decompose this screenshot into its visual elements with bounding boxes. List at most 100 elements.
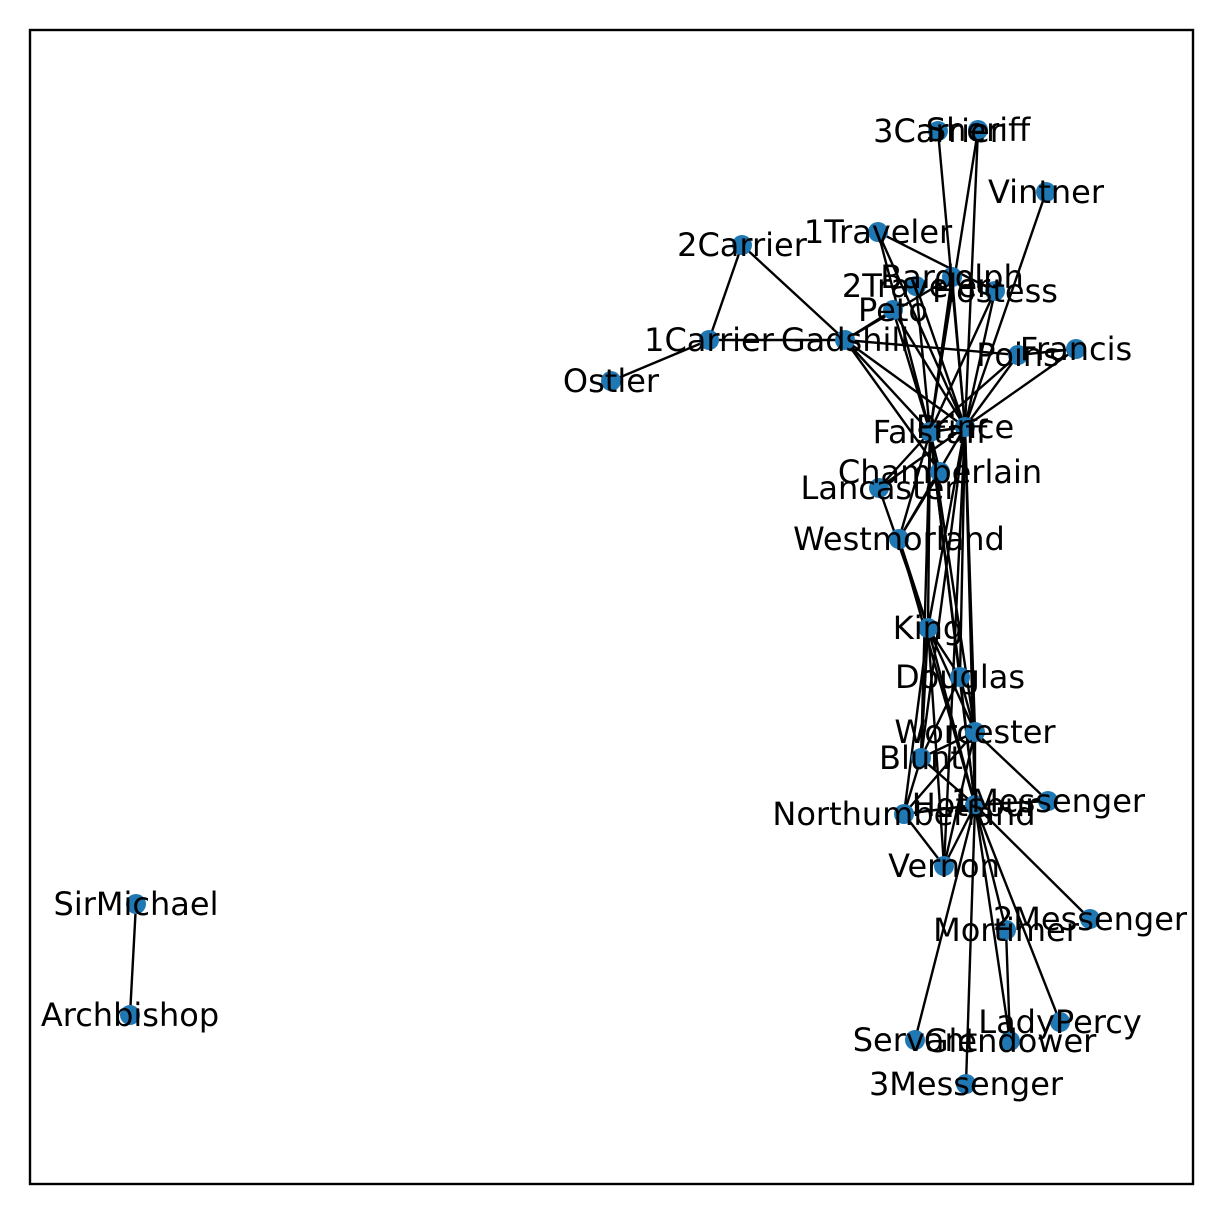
- node-label-vintner: Vintner: [988, 173, 1105, 211]
- edge-prince-vernon: [942, 426, 967, 867]
- node-ladypercy: [1050, 1012, 1070, 1032]
- node-label-servant: Servant: [853, 1021, 978, 1059]
- edge-2carrier-1carrier: [707, 244, 744, 341]
- edge-mortimer-glendower: [1004, 929, 1012, 1042]
- edge-westmorland-chamberlain: [897, 471, 942, 540]
- node-poins: [1008, 345, 1028, 365]
- node-label-archbishop: Archbishop: [41, 996, 219, 1034]
- edge-prince-poins: [964, 354, 1019, 428]
- node-1carrier: [699, 330, 719, 350]
- edge-prince-king: [926, 426, 967, 629]
- node-label-1traveler: 1Traveler: [804, 213, 953, 251]
- node-vernon: [934, 856, 954, 876]
- edge-hotspur-2messenger: [974, 804, 1091, 920]
- node-label-1messenger: 1Messenger: [951, 782, 1146, 820]
- edge-falstaff-bardolph: [928, 276, 954, 433]
- edge-douglas-blunt: [919, 676, 962, 759]
- edge-king-northumberland: [902, 627, 930, 815]
- node-gadshill: [835, 330, 855, 350]
- node-label-3carrier: 3Carrier: [873, 112, 1004, 150]
- edge-falstaff-hostess: [928, 290, 997, 433]
- edge-francis-prince: [964, 348, 1077, 428]
- node-label-gadshill: Gadshill: [781, 321, 909, 359]
- node-label-northumberland: Northumberland: [772, 795, 1035, 833]
- node-blunt: [911, 748, 931, 768]
- edge-hotspur-servant: [913, 804, 977, 1041]
- edge-2carrier-gadshill: [741, 244, 846, 341]
- node-prince: [955, 417, 975, 437]
- edge-prince-hostess: [963, 290, 997, 428]
- node-francis: [1066, 339, 1086, 359]
- node-chamberlain: [930, 462, 950, 482]
- node-label-sheriff: Sheriff: [926, 111, 1031, 149]
- node-label-1carrier: 1Carrier: [644, 321, 775, 359]
- node-archbishop: [120, 1005, 140, 1025]
- node-label-3messenger: 3Messenger: [869, 1065, 1064, 1103]
- node-1traveler: [868, 222, 888, 242]
- node-northumberland: [894, 804, 914, 824]
- edge-hotspur-3messenger: [964, 804, 977, 1085]
- edge-vernon-northumberland: [903, 813, 945, 867]
- edge-vintner-prince: [963, 191, 1048, 428]
- node-label-sirmichael: SirMichael: [54, 885, 219, 923]
- node-label-mortimer: Mortimer: [933, 911, 1080, 949]
- edge-worcester-vernon: [942, 731, 977, 867]
- node-2traveler: [906, 276, 926, 296]
- edge-sirmichael-archbishop: [128, 903, 138, 1016]
- node-label-poins: Poins: [976, 336, 1060, 374]
- node-glendower: [1000, 1031, 1020, 1051]
- node-label-hostess: Hostess: [932, 272, 1058, 310]
- plot-frame: [28, 28, 1195, 1186]
- edge-hotspur-glendower: [973, 804, 1012, 1042]
- edge-1traveler-prince: [876, 231, 967, 428]
- node-label-glendower: Glendower: [924, 1022, 1097, 1060]
- node-label-westmorland: Westmorland: [793, 520, 1005, 558]
- node-label-douglas: Douglas: [895, 658, 1025, 696]
- edge-hotspur-mortimer: [973, 804, 1008, 931]
- edge-falstaff-lancaster: [878, 431, 931, 489]
- edge-king-blunt: [919, 627, 930, 759]
- edge-hotspur-northumberland: [903, 803, 976, 816]
- node-3carrier: [928, 121, 948, 141]
- node-label-2traveler: 2Traveler: [842, 267, 991, 305]
- node-sheriff: [968, 120, 988, 140]
- node-ostler: [601, 371, 621, 391]
- node-lancaster: [869, 478, 889, 498]
- node-label-hotspur: Hotspur: [912, 786, 1039, 824]
- edge-gadshill-falstaff: [844, 339, 931, 433]
- node-label-lancaster: Lancaster: [801, 469, 959, 507]
- node-douglas: [950, 667, 970, 687]
- edge-king-vernon: [926, 627, 946, 867]
- node-label-king: King: [893, 609, 963, 647]
- edge-falstaff-poins: [929, 354, 1019, 433]
- node-1messenger: [1038, 791, 1058, 811]
- node-label-prince: Prince: [916, 408, 1014, 446]
- edge-hotspur-1messenger: [974, 799, 1049, 807]
- node-vintner: [1036, 182, 1056, 202]
- node-2carrier: [732, 235, 752, 255]
- node-label-falstaff: Falstaff: [873, 413, 989, 451]
- node-falstaff: [920, 422, 940, 442]
- node-label-bardolph: Bardolph: [880, 258, 1024, 296]
- node-servant: [905, 1030, 925, 1050]
- edge-1traveler-hostess: [877, 230, 996, 293]
- edge-king-lancaster: [877, 487, 930, 629]
- node-king: [918, 618, 938, 638]
- node-label-worcester: Worcester: [894, 713, 1056, 751]
- node-label-2messenger: 2Messenger: [993, 900, 1188, 938]
- node-label-blunt: Blunt: [879, 739, 963, 777]
- edge-blunt-hotspur: [920, 757, 976, 806]
- edge-sheriff-prince: [963, 129, 980, 428]
- node-bardolph: [942, 267, 962, 287]
- edge-hotspur-vernon: [942, 804, 977, 867]
- edge-1carrier-ostler: [610, 338, 710, 383]
- node-label-peto: Peto: [858, 291, 928, 329]
- edge-gadshill-prince: [844, 339, 966, 428]
- node-label-chamberlain: Chamberlain: [838, 453, 1042, 491]
- node-sirmichael: [126, 894, 146, 914]
- edge-worcester-1messenger: [974, 731, 1049, 802]
- edge-king-hotspur: [926, 627, 977, 806]
- node-mortimer: [996, 920, 1016, 940]
